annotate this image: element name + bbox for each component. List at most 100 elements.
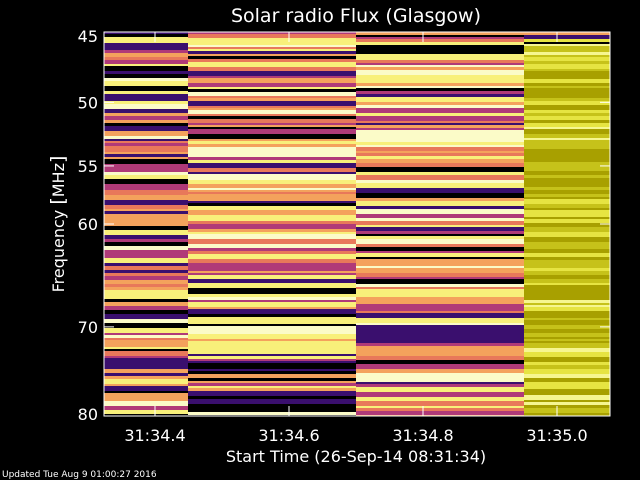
heatmap-band-3-23 bbox=[524, 105, 610, 110]
heatmap-band-1-11 bbox=[188, 62, 356, 67]
heatmap-band-1-54 bbox=[188, 201, 356, 203]
heatmap-band-3-27 bbox=[524, 120, 610, 123]
heatmap-band-0-21 bbox=[104, 104, 188, 109]
heatmap-band-2-104 bbox=[356, 373, 524, 377]
heatmap-band-3-70 bbox=[524, 271, 610, 275]
heatmap-band-2-37 bbox=[356, 142, 524, 145]
heatmap-band-2-64 bbox=[356, 234, 524, 236]
heatmap-band-2-44 bbox=[356, 159, 524, 163]
heatmap-band-1-93 bbox=[188, 334, 356, 339]
heatmap-band-3-28 bbox=[524, 123, 610, 127]
heatmap-band-0-20 bbox=[104, 101, 188, 104]
heatmap-band-2-15 bbox=[356, 75, 524, 77]
heatmap-band-2-43 bbox=[356, 156, 524, 159]
heatmap-band-2-49 bbox=[356, 175, 524, 180]
heatmap-band-1-108 bbox=[188, 378, 356, 381]
heatmap-band-0-70 bbox=[104, 276, 188, 280]
heatmap-band-3-49 bbox=[524, 197, 610, 199]
heatmap-band-3-96 bbox=[524, 362, 610, 365]
heatmap-band-1-18 bbox=[188, 89, 356, 92]
heatmap-band-3-69 bbox=[524, 268, 610, 271]
heatmap-band-2-33 bbox=[356, 128, 524, 130]
heatmap-band-0-23 bbox=[104, 113, 188, 116]
heatmap-band-1-77 bbox=[188, 279, 356, 283]
heatmap-band-2-14 bbox=[356, 72, 524, 75]
heatmap-band-1-52 bbox=[188, 194, 356, 198]
heatmap-band-2-20 bbox=[356, 88, 524, 91]
y-axis-label-unit: MHz bbox=[49, 163, 68, 197]
heatmap-band-0-102 bbox=[104, 386, 188, 391]
heatmap-band-1-17 bbox=[188, 87, 356, 89]
heatmap-band-2-59 bbox=[356, 218, 524, 221]
heatmap-band-0-37 bbox=[104, 154, 188, 157]
heatmap-band-3-55 bbox=[524, 217, 610, 219]
heatmap-band-3-33 bbox=[524, 140, 610, 144]
heatmap-band-0-88 bbox=[104, 342, 188, 347]
heatmap-band-3-89 bbox=[524, 339, 610, 341]
heatmap-band-2-61 bbox=[356, 225, 524, 227]
heatmap-band-3-57 bbox=[524, 223, 610, 225]
heatmap-band-2-68 bbox=[356, 247, 524, 251]
heatmap-band-0-77 bbox=[104, 302, 188, 306]
heatmap-band-3-43 bbox=[524, 180, 610, 185]
heatmap-band-2-115 bbox=[356, 411, 524, 415]
heatmap-band-2-28 bbox=[356, 116, 524, 118]
heatmap-band-0-86 bbox=[104, 338, 188, 340]
heatmap-band-0-78 bbox=[104, 306, 188, 310]
heatmap-band-3-0 bbox=[524, 32, 610, 35]
heatmap-band-3-76 bbox=[524, 295, 610, 300]
heatmap-band-3-74 bbox=[524, 285, 610, 290]
heatmap-band-0-91 bbox=[104, 351, 188, 356]
heatmap-band-1-113 bbox=[188, 391, 356, 396]
heatmap-band-2-54 bbox=[356, 198, 524, 201]
x-axis-label: Start Time (26-Sep-14 08:31:34) bbox=[226, 447, 486, 466]
heatmap-band-3-1 bbox=[524, 35, 610, 39]
heatmap-band-2-53 bbox=[356, 193, 524, 198]
heatmap-band-1-12 bbox=[188, 67, 356, 71]
updated-timestamp: Updated Tue Aug 9 01:00:27 2016 bbox=[2, 470, 157, 480]
heatmap-band-0-9 bbox=[104, 60, 188, 64]
heatmap-band-1-81 bbox=[188, 294, 356, 297]
heatmap-band-0-69 bbox=[104, 273, 188, 276]
heatmap-band-0-54 bbox=[104, 218, 188, 221]
heatmap-band-2-69 bbox=[356, 251, 524, 253]
heatmap-band-1-105 bbox=[188, 369, 356, 371]
heatmap-band-0-85 bbox=[104, 335, 188, 338]
heatmap-band-2-90 bbox=[356, 323, 524, 325]
heatmap-band-0-47 bbox=[104, 190, 188, 195]
heatmap-band-0-3 bbox=[104, 41, 188, 43]
heatmap-band-1-79 bbox=[188, 288, 356, 290]
heatmap-band-1-71 bbox=[188, 263, 356, 265]
heatmap-band-2-25 bbox=[356, 105, 524, 108]
heatmap-band-3-25 bbox=[524, 113, 610, 116]
heatmap-band-1-8 bbox=[188, 54, 356, 56]
heatmap-band-3-47 bbox=[524, 192, 610, 194]
y-axis-label-main: Frequency bbox=[49, 205, 68, 293]
heatmap-band-3-102 bbox=[524, 385, 610, 389]
heatmap-band-2-32 bbox=[356, 125, 524, 128]
heatmap-band-0-52 bbox=[104, 211, 188, 214]
heatmap-band-3-8 bbox=[524, 55, 610, 57]
heatmap-band-3-88 bbox=[524, 337, 610, 339]
heatmap-band-3-7 bbox=[524, 52, 610, 55]
heatmap-band-0-35 bbox=[104, 150, 188, 152]
heatmap-band-3-35 bbox=[524, 149, 610, 153]
heatmap-band-3-15 bbox=[524, 79, 610, 83]
heatmap-band-3-82 bbox=[524, 316, 610, 318]
heatmap-band-1-41 bbox=[188, 160, 356, 163]
heatmap-band-3-56 bbox=[524, 219, 610, 223]
heatmap-band-1-60 bbox=[188, 221, 356, 224]
heatmap-band-1-33 bbox=[188, 134, 356, 139]
heatmap-band-2-9 bbox=[356, 60, 524, 63]
y-axis-label: Frequency [MHz] bbox=[47, 156, 69, 293]
heatmap-band-2-57 bbox=[356, 209, 524, 214]
y-tick-label-1: 50 bbox=[78, 93, 98, 112]
heatmap-band-2-67 bbox=[356, 244, 524, 247]
heatmap-band-1-98 bbox=[188, 350, 356, 354]
heatmap-band-1-112 bbox=[188, 388, 356, 391]
heatmap-band-0-73 bbox=[104, 287, 188, 290]
heatmap-band-1-38 bbox=[188, 151, 356, 155]
heatmap-band-0-57 bbox=[104, 230, 188, 235]
heatmap-band-3-20 bbox=[524, 93, 610, 98]
heatmap-band-1-30 bbox=[188, 125, 356, 127]
